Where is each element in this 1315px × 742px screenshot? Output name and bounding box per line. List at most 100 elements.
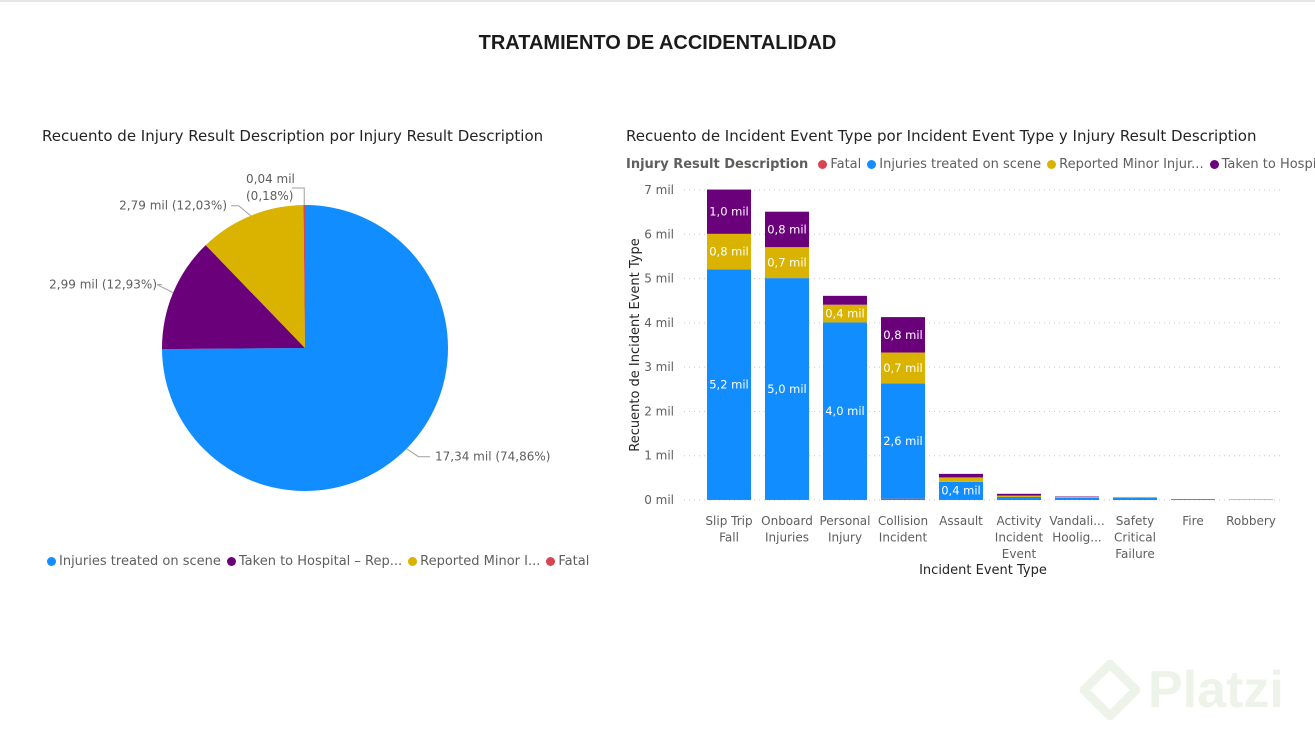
watermark-text: Platzi bbox=[1148, 661, 1284, 719]
bar-data-label: 0,4 mil bbox=[941, 484, 981, 498]
bar-chart[interactable]: 0 mil 1 mil 2 mil 3 mil 4 mil 5 mil 6 mil 7 mil… bbox=[0, 0, 1315, 600]
top-border bbox=[0, 0, 1315, 2]
bar-segment[interactable] bbox=[1171, 499, 1215, 500]
bar-segment[interactable] bbox=[1113, 496, 1157, 498]
x-tick-label: Activity bbox=[997, 514, 1042, 528]
pie-data-label: 17,34 mil (74,86%) bbox=[435, 450, 550, 464]
bar-segment[interactable] bbox=[881, 383, 925, 499]
pie-data-label: 2,79 mil (12,03%) bbox=[119, 199, 227, 213]
y-tick-label: 3 mil bbox=[644, 360, 674, 374]
bar-segment[interactable] bbox=[823, 304, 867, 323]
bar-legend-label: Taken to Hospit... bbox=[1221, 157, 1315, 172]
bar-segment[interactable] bbox=[707, 269, 751, 500]
pie-data-label: (0,18%) bbox=[246, 189, 293, 203]
x-tick-label: Safety bbox=[1116, 514, 1154, 528]
pie-legend-label: Taken to Hospital – Rep... bbox=[238, 554, 403, 569]
pie-legend-item-minor[interactable]: Reported Minor I... bbox=[408, 554, 540, 569]
legend-dot-icon bbox=[818, 160, 828, 169]
x-tick-label: Incident bbox=[879, 531, 928, 545]
bar-legend: Injury Result Description Fatal Injuries… bbox=[626, 157, 1315, 172]
bar-segment[interactable] bbox=[997, 495, 1041, 497]
pie-legend-label: Reported Minor I... bbox=[420, 554, 541, 569]
bar-segment[interactable] bbox=[939, 477, 983, 482]
bar-segment[interactable] bbox=[1113, 497, 1157, 500]
pie-chart-title: Recuento de Injury Result Description po… bbox=[42, 127, 544, 145]
pie-legend: Injuries treated on scene Taken to Hospi… bbox=[47, 554, 589, 569]
platzi-logo-icon bbox=[1080, 660, 1140, 720]
pie-slice[interactable] bbox=[303, 205, 305, 348]
x-tick-label: Slip Trip bbox=[705, 514, 752, 528]
pie-chart[interactable]: 17,34 mil (74,86%) 2,99 mil (12,93%) 2,79 … bbox=[0, 0, 620, 600]
bar-legend-item-minor[interactable]: Reported Minor Injur... bbox=[1047, 157, 1204, 172]
x-tick-label: Injuries bbox=[765, 531, 809, 545]
bar-chart-title: Recuento de Incident Event Type por Inci… bbox=[626, 127, 1257, 145]
bar-legend-item-treated[interactable]: Injuries treated on scene bbox=[867, 157, 1041, 172]
x-tick-label: Collision bbox=[878, 514, 928, 528]
bar-segment[interactable] bbox=[1055, 497, 1099, 500]
pie-data-label: 2,99 mil (12,93%) bbox=[49, 278, 157, 292]
x-tick-label: Event bbox=[1002, 547, 1037, 561]
bar-data-label: 2,6 mil bbox=[883, 434, 923, 448]
bar-segment[interactable] bbox=[881, 352, 925, 384]
bar-segment[interactable] bbox=[823, 322, 867, 500]
pie-legend-item-treated[interactable]: Injuries treated on scene bbox=[47, 554, 221, 569]
bar-legend-label: Reported Minor Injur... bbox=[1059, 157, 1204, 172]
x-tick-label: Assault bbox=[939, 514, 983, 528]
bar-segment[interactable] bbox=[939, 473, 983, 478]
bar-segment[interactable] bbox=[881, 498, 925, 500]
bar-segment[interactable] bbox=[765, 247, 809, 279]
platzi-watermark: Platzi bbox=[1080, 660, 1284, 720]
x-tick-label: Fall bbox=[719, 531, 739, 545]
bar-segment[interactable] bbox=[765, 278, 809, 500]
pie-legend-item-hospital[interactable]: Taken to Hospital – Rep... bbox=[226, 554, 403, 569]
pie-legend-label: Fatal bbox=[558, 554, 590, 569]
bar-data-label: 1,0 mil bbox=[709, 205, 749, 219]
y-tick-label: 0 mil bbox=[644, 493, 674, 507]
bar-segment[interactable] bbox=[823, 295, 867, 305]
legend-dot-icon bbox=[546, 557, 556, 566]
bar-segment[interactable] bbox=[881, 317, 925, 353]
y-tick-label: 2 mil bbox=[644, 404, 674, 418]
bar-data-label: 0,4 mil bbox=[825, 307, 865, 321]
bar-data-label: 0,8 mil bbox=[709, 245, 749, 259]
bar-segment[interactable] bbox=[997, 496, 1041, 500]
pie-data-label: 0,04 mil bbox=[246, 172, 295, 186]
bar-segment[interactable] bbox=[997, 493, 1041, 496]
y-tick-label: 6 mil bbox=[644, 227, 674, 241]
bar-data-label: 5,2 mil bbox=[709, 377, 749, 391]
bar-data-label: 0,8 mil bbox=[883, 328, 923, 342]
bar-legend-item-fatal[interactable]: Fatal bbox=[818, 157, 861, 172]
y-tick-label: 1 mil bbox=[644, 449, 674, 463]
y-tick-label: 7 mil bbox=[644, 183, 674, 197]
y-axis-label: Recuento de Incident Event Type bbox=[628, 238, 643, 451]
legend-dot-icon bbox=[408, 557, 418, 566]
bar-segment[interactable] bbox=[707, 189, 751, 234]
x-tick-label: Failure bbox=[1115, 547, 1154, 561]
pie-leader-line bbox=[156, 284, 174, 294]
bar-data-label: 0,7 mil bbox=[883, 361, 923, 375]
x-axis-label: Incident Event Type bbox=[919, 563, 1047, 578]
y-tick-label: 4 mil bbox=[644, 316, 674, 330]
x-tick-label: Critical bbox=[1114, 531, 1156, 545]
pie-legend-item-fatal[interactable]: Fatal bbox=[546, 554, 589, 569]
x-tick-label: Injury bbox=[828, 531, 862, 545]
bar-segment[interactable] bbox=[707, 233, 751, 270]
bar-segment[interactable] bbox=[939, 481, 983, 500]
x-tick-label: Personal bbox=[819, 514, 870, 528]
bar-data-label: 0,8 mil bbox=[767, 222, 807, 236]
pie-slice[interactable] bbox=[205, 205, 305, 348]
pie-legend-label: Injuries treated on scene bbox=[59, 554, 221, 569]
legend-dot-icon bbox=[867, 160, 877, 169]
bar-segment[interactable] bbox=[1055, 496, 1099, 498]
bar-legend-title: Injury Result Description bbox=[626, 157, 809, 172]
bar-segment[interactable] bbox=[765, 211, 809, 248]
y-tick-label: 5 mil bbox=[644, 272, 674, 286]
bar-legend-item-hospital[interactable]: Taken to Hospit... bbox=[1209, 157, 1315, 172]
pie-slice[interactable] bbox=[162, 205, 449, 491]
legend-dot-icon bbox=[47, 557, 56, 566]
legend-dot-icon bbox=[226, 557, 236, 566]
pie-slice[interactable] bbox=[161, 245, 305, 350]
x-tick-label: Robbery bbox=[1226, 514, 1276, 528]
bar-legend-label: Fatal bbox=[830, 157, 862, 172]
x-tick-label: Incident bbox=[995, 531, 1044, 545]
